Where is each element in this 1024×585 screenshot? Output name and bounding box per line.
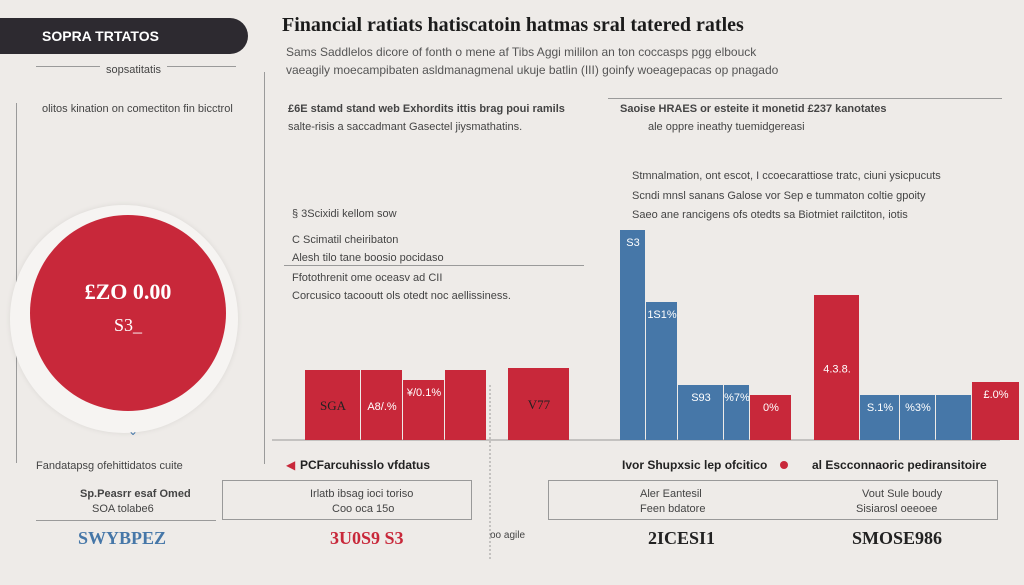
middle-vertical-rule [264,72,265,464]
bar-label-2-4: 0% [763,402,779,414]
left-footer-value: SWYBPEZ [78,528,167,548]
left-footer-line-1: Sp.Peasrr esaf Omed [80,488,191,500]
middle-note-1: § 3Scixidi kellom sow [292,208,397,220]
mid-axis-label: PCFarcuhisslo vfdatus [300,458,431,472]
left-footer-label: Fandatapsg ofehittidatos cuite [36,460,183,472]
right-line-2: ale oppre ineathy tuemidgereasi [648,121,805,133]
middle-note-divider [284,265,584,266]
middle-line-2: salte-risis a saccadmant Gasectel jiysma… [288,121,523,133]
summary-circle: £ZO 0.00 S3_ [30,215,226,411]
right-note-1: Stmnalmation, ont escot, I ccoecarattios… [632,170,941,182]
bar-3-0 [814,295,859,440]
middle-note-3: Alesh tilo tane boosio pocidaso [292,252,444,264]
bar-2-4 [750,395,791,440]
center-caption: oo agile [490,530,526,541]
far-box-line-1: Vout Sule boudy [862,488,943,500]
middle-note-4: Ffotothrenit ome oceasv ad CII [292,272,443,284]
bar-label-2-0: S3 [626,237,639,249]
right-axis-label: Ivor Shupxsic lep ofcitico [622,458,768,472]
left-panel-caption: olitos kination on comectiton fin bicctr… [42,103,233,115]
page-subtitle-line-1: Sams Saddlelos dicore of fonth o mene af… [286,45,757,59]
bar-2-0 [620,230,645,440]
bar-label-0-2: ¥/0.1% [406,387,441,399]
bar-label-2-1: 1S1% [647,309,677,321]
bar-0-0 [305,370,360,440]
bar-2-1 [646,302,677,440]
bar-0-2 [403,380,444,440]
left-footer-line-2: SOA tolabe6 [92,503,154,515]
bar-label-1-0: V77 [528,397,551,412]
page-title: Financial ratiats hatiscatoin hatmas sra… [282,14,744,36]
page-subtitle-line-2: vaeagily moecampibaten asldmanagmenal uk… [286,63,779,77]
mid-info-box [222,480,472,520]
bar-label-3-2: %3% [905,402,931,414]
bar-3-2 [900,395,935,440]
bar-label-3-0: 4.3.8. [823,364,851,376]
bar-3-4 [972,382,1019,440]
chevron-down-icon: ⌄ [128,424,139,438]
bar-label-3-1: S.1% [867,402,894,414]
bar-label-2-2: S93 [691,392,711,404]
middle-note-2: C Scimatil cheiribaton [292,234,399,246]
mid-box-line-1: Irlatb ibsag ioci toriso [310,488,414,500]
right-box-line-2: Feen bdatore [640,503,706,515]
bar-label-0-0: SGA [320,398,347,413]
right-note-2: Scndi mnsl sanans Galose vor Sep e tumma… [632,190,926,202]
right-note-3: Saeo ane rancigens ofs otedts sa Biotmie… [632,209,908,221]
bar-3-3 [936,395,971,440]
far-value: SMOSE986 [852,528,943,548]
bar-0-1 [361,370,402,440]
left-panel-heading: sopsatitatis [100,64,168,76]
right-box-line-1: Aler Eantesil [640,488,702,500]
mid-arrow-icon: ◀ [286,458,296,472]
far-box-line-2: Sisiarosl oeeoee [856,503,938,515]
bar-1-0 [508,368,569,440]
bar-label-3-4: £.0% [983,389,1008,401]
right-top-divider [608,98,1002,99]
right-info-box [548,480,998,520]
middle-line-1: £6E stamd stand web Exhordits ittis brag… [288,103,565,115]
right-value: 2ICESI1 [648,528,716,548]
bar-2-3 [724,385,749,440]
bar-3-1 [860,395,899,440]
bar-0-3 [445,370,486,440]
far-axis-label: al Escconnaoric pediransitoire [812,458,987,472]
right-dot-icon [780,461,788,469]
bar-label-2-3: %7% [724,392,750,404]
mid-box-line-2: Coo oca 15o [332,503,395,515]
section-tag: SOPRA TRTATOS [0,18,248,54]
right-line-1: Saoise HRAES or esteite it monetid £237 … [620,103,887,115]
circle-value: £ZO 0.00 [84,279,172,304]
bar-label-0-1: A8/.% [367,401,397,413]
middle-note-5: Corcusico tacooutt ols otedt noc aelliss… [292,290,511,302]
bar-2-2 [678,385,723,440]
circle-sub-value: S3_ [113,315,142,335]
mid-value: 3U0S9 S3 [330,528,404,548]
left-footer-divider [36,520,216,521]
